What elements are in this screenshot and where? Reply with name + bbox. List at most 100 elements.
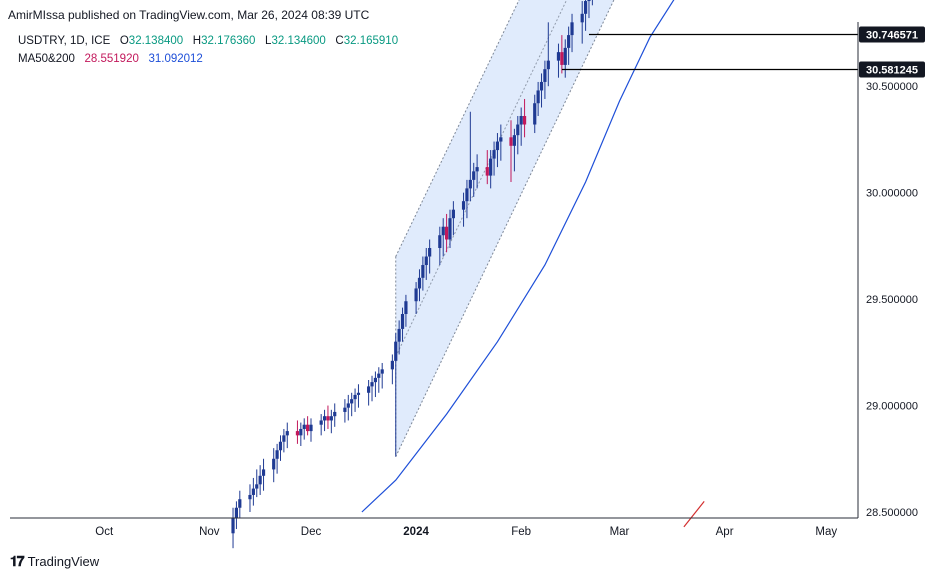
candle[interactable] <box>472 162 476 197</box>
candle[interactable] <box>543 60 547 99</box>
candle[interactable] <box>343 399 347 423</box>
candle[interactable] <box>512 128 516 172</box>
candle[interactable] <box>580 1 584 44</box>
candle[interactable] <box>461 192 466 227</box>
candle-body <box>468 179 472 189</box>
candle[interactable] <box>380 362 384 389</box>
candle[interactable] <box>509 120 513 183</box>
candle[interactable] <box>322 409 327 432</box>
candle[interactable] <box>539 73 544 108</box>
candle[interactable] <box>251 477 255 506</box>
candle[interactable] <box>421 256 425 291</box>
candle[interactable] <box>400 307 405 342</box>
candle[interactable] <box>546 22 550 87</box>
candle[interactable] <box>465 179 469 219</box>
time-tick-label: Mar <box>610 526 630 538</box>
candle[interactable] <box>468 111 472 202</box>
candle[interactable] <box>333 403 337 427</box>
candle[interactable] <box>329 409 333 434</box>
candle[interactable] <box>475 154 479 189</box>
candle[interactable] <box>451 201 455 236</box>
candle[interactable] <box>272 448 276 483</box>
candle[interactable] <box>238 490 242 519</box>
candle[interactable] <box>302 418 306 440</box>
time-tick-label: Dec <box>301 526 322 538</box>
candle[interactable] <box>441 218 445 257</box>
candle-body <box>377 373 381 378</box>
candle-body <box>255 484 259 489</box>
candles[interactable] <box>231 0 705 549</box>
tradingview-logo[interactable]: 𝟏𝟕 TradingView <box>10 553 99 570</box>
candle[interactable] <box>428 239 432 274</box>
candle[interactable] <box>370 375 374 402</box>
candle[interactable] <box>295 420 300 444</box>
candle[interactable] <box>390 354 394 385</box>
candle[interactable] <box>356 384 361 408</box>
candle[interactable] <box>261 458 266 491</box>
candle-body <box>397 328 401 342</box>
candle[interactable] <box>373 371 378 398</box>
candle-body <box>353 394 357 400</box>
candle[interactable] <box>417 269 422 302</box>
candle[interactable] <box>231 507 235 549</box>
candle[interactable] <box>394 333 398 457</box>
candle[interactable] <box>495 133 500 168</box>
candle[interactable] <box>489 150 493 189</box>
candle[interactable] <box>492 141 496 176</box>
close-label: C <box>335 35 344 47</box>
candle[interactable] <box>522 98 527 138</box>
low-value: 32.134600 <box>271 35 326 47</box>
candle[interactable] <box>587 0 591 19</box>
candle[interactable] <box>306 416 310 436</box>
candle[interactable] <box>309 418 313 442</box>
candle[interactable] <box>567 26 571 65</box>
channel-lower-line[interactable] <box>395 0 721 457</box>
candle[interactable] <box>278 435 283 461</box>
candle[interactable] <box>583 0 588 31</box>
brand-text: TradingView <box>27 554 100 569</box>
candle[interactable] <box>234 501 239 530</box>
candle[interactable] <box>275 443 279 474</box>
candle[interactable] <box>258 465 262 495</box>
candle[interactable] <box>377 367 381 393</box>
candle[interactable] <box>414 282 418 315</box>
candle[interactable] <box>255 469 259 498</box>
candle[interactable] <box>282 428 286 453</box>
candle[interactable] <box>346 394 350 421</box>
candle-body <box>563 47 567 65</box>
candle[interactable] <box>519 107 523 146</box>
candle[interactable] <box>299 422 303 447</box>
horizontal-levels[interactable]: 32.75497832.50693132.38786832.02075831.7… <box>561 0 925 78</box>
candle[interactable] <box>424 248 428 280</box>
candle[interactable] <box>560 35 564 74</box>
candle[interactable] <box>516 116 520 155</box>
axes: 28.500000 29.000000 29.500000 30.000000 30.5… <box>10 22 918 538</box>
candle[interactable] <box>397 320 401 355</box>
candle[interactable] <box>445 213 449 253</box>
candle[interactable] <box>326 405 330 429</box>
candle[interactable] <box>353 388 357 412</box>
candle-body <box>465 188 469 202</box>
candle[interactable] <box>563 39 567 78</box>
candle[interactable] <box>404 294 408 327</box>
channel-upper-line[interactable] <box>395 0 721 257</box>
candle[interactable] <box>499 124 503 161</box>
candle[interactable] <box>536 81 540 117</box>
candle[interactable] <box>485 150 489 185</box>
candle-body <box>370 382 374 387</box>
candle[interactable] <box>533 94 537 134</box>
candle-body <box>275 450 279 459</box>
candle[interactable] <box>248 484 252 512</box>
candle[interactable] <box>319 414 323 436</box>
candle[interactable] <box>367 380 371 406</box>
candle[interactable] <box>438 226 442 266</box>
candle[interactable] <box>285 422 289 449</box>
candle[interactable] <box>570 13 574 53</box>
candle[interactable] <box>556 43 561 78</box>
candle-body <box>560 52 564 65</box>
ma-legend[interactable]: MA50&200 28.551920 31.092012 <box>18 53 203 65</box>
candle[interactable] <box>448 209 452 249</box>
symbol-legend[interactable]: USDTRY, 1D, ICE O32.138400 H32.176360 L3… <box>18 35 398 47</box>
candle[interactable] <box>350 392 354 417</box>
